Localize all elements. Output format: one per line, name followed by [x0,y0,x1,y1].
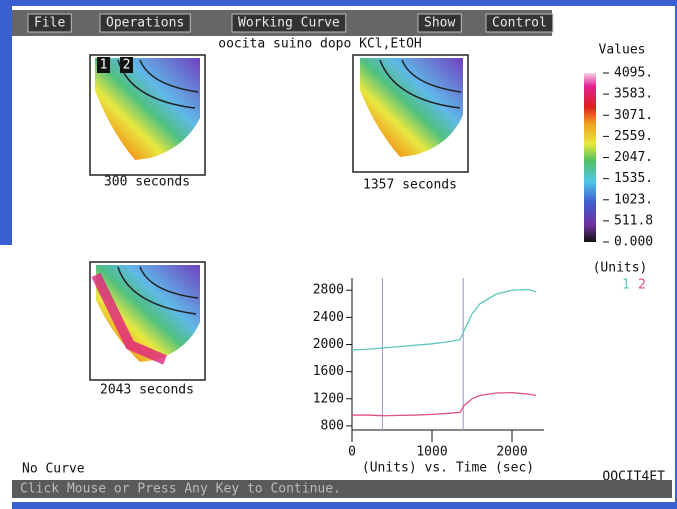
x-tick-label: 0 [348,445,356,460]
y-tick-label: 2800 [313,283,344,298]
image-label: 2043 seconds [100,383,194,398]
colorbar-tick-label: 0.000 [614,235,653,250]
series-line [352,392,537,417]
y-tick-label: 2400 [313,310,344,325]
menu-button[interactable] [231,13,347,33]
backdrop-gap [0,245,12,509]
colorbar-tick-label: 2047. [614,150,653,165]
y-tick-label: 2000 [313,337,344,352]
image-3 [89,261,206,381]
status-left: No Curve [22,462,85,477]
colorbar-title: Values [599,43,646,58]
menu-button[interactable] [417,13,462,33]
image-label: 300 seconds [104,175,190,190]
colorbar-tick-label: 2559. [614,129,653,144]
colorbar-tick-label: 4095. [614,66,653,81]
region-label: 1 [100,58,108,73]
image-label: 1357 seconds [363,178,457,193]
menu-button[interactable] [99,13,191,33]
colorbar-tick-label: 3071. [614,108,653,123]
colorbar-units: (Units) [593,261,648,276]
image-2 [352,54,469,173]
menu-item[interactable]: Working Curve [238,16,340,31]
y-tick-label: 1200 [313,391,344,406]
menu-item[interactable]: Show [424,16,455,31]
y-tick-label: 800 [321,418,344,433]
menu: File Operations Working Curve Show Control [27,13,554,33]
title: oocita suino dopo KCl,EtOH [218,37,422,52]
colorbar-ticks: 4095. 3583. 3071. 2559. 2047. 1535. 1023. 511.8… [603,66,653,250]
colorbar-tick-label: 1535. [614,171,653,186]
series-line [351,288,537,351]
prompt[interactable]: Click Mouse or Press Any Key to Continue… [20,482,341,497]
legend-entry: 2 [638,278,646,293]
prompt-bar [12,480,672,498]
colorbar-tick-label: 1023. [614,192,653,207]
menu-item[interactable]: Control [492,16,547,31]
menu-button[interactable] [485,13,554,33]
x-tick-label: 2000 [496,445,527,460]
colorbar [584,73,596,242]
region-label: 2 [123,58,131,73]
menu-item[interactable]: Operations [106,16,184,31]
colorbar-tick-label: 3583. [614,87,653,102]
y-tick-label: 1600 [313,364,344,379]
legend-entry: 1 [622,278,630,293]
menu-button[interactable] [27,13,72,33]
image-1 [89,54,206,176]
x-tick-label: 1000 [416,445,447,460]
menu-item[interactable]: File [34,16,65,31]
colorbar-tick-label: 511.8 [614,213,653,228]
x-axis-label: (Units) vs. Time (sec) [362,461,534,476]
